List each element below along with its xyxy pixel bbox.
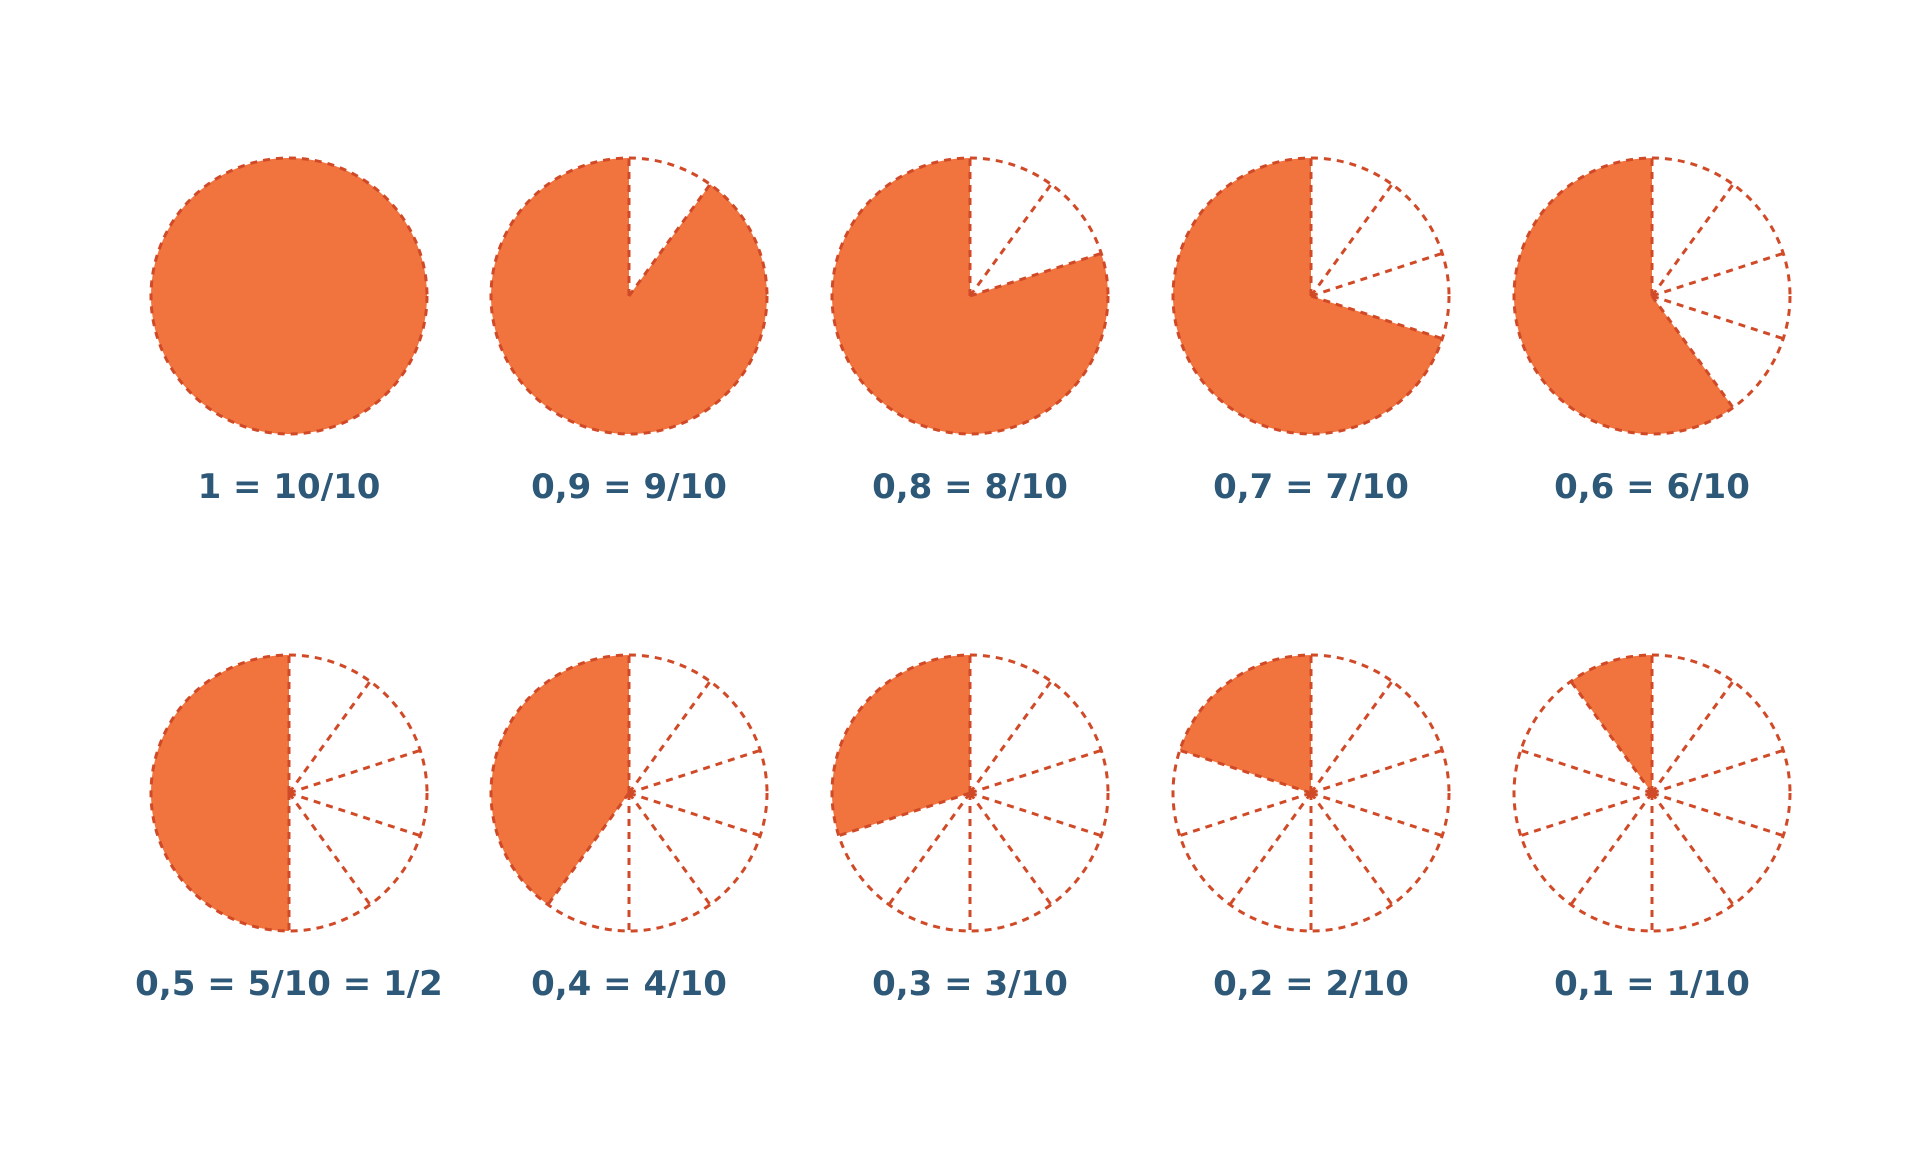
pie-label: 0,6 = 6/10 [1554,467,1750,507]
division-line [969,251,1102,298]
division-line [1650,680,1735,794]
division-line [1310,791,1443,838]
division-line [287,680,372,794]
pie-chart-9: 0,2 = 2/10 [1171,653,1451,1004]
center-dot [1647,788,1657,798]
filled-sector [1570,655,1652,793]
pie-outline [489,156,769,436]
division-line [1179,791,1312,838]
pie-outline [1512,156,1792,436]
division-line [546,792,631,906]
pie-outline [1512,653,1792,933]
pie-outline [489,653,769,933]
division-line [1651,791,1784,838]
division-line [1310,251,1443,298]
pie-label: 0,9 = 9/10 [531,467,727,507]
division-line [1569,792,1654,906]
division-line [1310,748,1443,795]
pie-label: 0,8 = 8/10 [872,467,1068,507]
division-line [288,791,421,838]
division-line [628,791,761,838]
pie-outline [149,156,429,436]
pie-chart-10: 0,1 = 1/10 [1512,653,1792,1004]
pie-label: 1 = 10/10 [198,467,381,507]
pie-outline [830,156,1110,436]
division-line [1520,791,1653,838]
pie-chart-7: 0,4 = 4/10 [489,653,769,1004]
division-line [1650,295,1735,409]
pie-outline [1171,653,1451,933]
division-line [1651,251,1784,298]
division-line [838,791,971,838]
division-line [1309,680,1394,794]
pie-chart-6: 0,5 = 5/10 = 1/2 [135,653,443,1004]
pie-label: 0,2 = 2/10 [1213,964,1409,1004]
pie-label: 0,3 = 3/10 [872,964,1068,1004]
division-line [968,680,1053,794]
pie-chart-8: 0,3 = 3/10 [830,653,1110,1004]
division-line [1650,792,1735,906]
pie-chart-2: 0,9 = 9/10 [489,156,769,507]
pie-chart-4: 0,7 = 7/10 [1171,156,1451,507]
division-line [627,680,712,794]
division-line [1179,748,1312,795]
division-line [1228,792,1313,906]
division-line [288,748,421,795]
pie-chart-5: 0,6 = 6/10 [1512,156,1792,507]
division-line [1309,792,1394,906]
filled-sector [1179,655,1311,793]
division-line [1569,680,1654,794]
division-line [887,792,972,906]
pie-chart-3: 0,8 = 8/10 [830,156,1110,507]
division-line [1651,294,1784,341]
division-line [1650,183,1735,297]
division-line [627,792,712,906]
division-line [1310,294,1443,341]
pie-label: 0,5 = 5/10 = 1/2 [135,964,443,1004]
division-line [628,748,761,795]
division-line [627,183,712,297]
filled-sector [151,655,289,931]
division-line [287,792,372,906]
division-line [1309,183,1394,297]
pie-label: 0,4 = 4/10 [531,964,727,1004]
filled-sector [832,655,970,836]
division-line [969,748,1102,795]
pie-label: 0,7 = 7/10 [1213,467,1409,507]
filled-sector [490,655,629,905]
pie-label: 0,1 = 1/10 [1554,964,1750,1004]
division-line [1651,748,1784,795]
pie-outline [1171,156,1451,436]
pie-chart-1: 1 = 10/10 [149,156,429,507]
division-line [968,183,1053,297]
division-line [969,791,1102,838]
filled-sector [1514,158,1734,434]
filled-sector [151,158,427,434]
division-line [1520,748,1653,795]
division-line [968,792,1053,906]
pie-outline [149,653,429,933]
pie-outline [830,653,1110,933]
filled-sector [1173,158,1443,434]
